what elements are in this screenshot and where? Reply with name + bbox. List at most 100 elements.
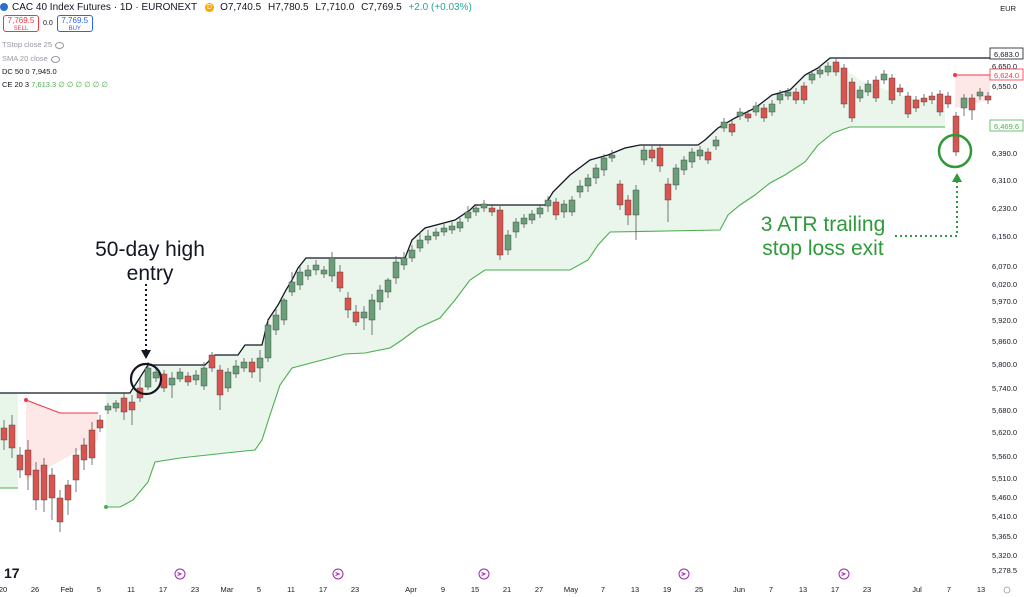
currency-label[interactable]: EUR <box>1000 4 1016 13</box>
candle-up <box>608 154 616 159</box>
indicator-sma[interactable]: SMA 20 close <box>2 54 60 63</box>
price-tick-label: 5,460.0 <box>992 493 1017 502</box>
candle-up <box>112 402 120 409</box>
candle-up <box>440 227 448 233</box>
time-tick-label: 23 <box>191 585 199 594</box>
indicator-dc-value: 7,945.0 <box>31 67 57 76</box>
candle-up <box>304 269 312 277</box>
price-badge <box>989 119 1024 132</box>
candle-down <box>616 183 624 206</box>
candle-down <box>0 427 8 441</box>
stop-start-dot <box>24 398 28 402</box>
candle-up <box>600 157 608 171</box>
buy-button[interactable]: 7,769.5 BUY <box>56 15 93 32</box>
candle-up <box>592 167 600 179</box>
price-tick-label: 5,560.0 <box>992 452 1017 461</box>
candle-down <box>496 209 504 256</box>
open-value: O7,740.5 <box>220 1 262 13</box>
exit-arrow-head <box>952 173 962 182</box>
candle-down <box>88 429 96 459</box>
candle-up <box>200 367 208 387</box>
candle-down <box>936 93 944 113</box>
candle-up <box>400 257 408 266</box>
time-tick-label: 20 <box>0 585 7 594</box>
candle-down <box>968 97 976 111</box>
sell-price: 7,769.5 <box>7 16 35 25</box>
symbol-title[interactable]: CAC 40 Index Futures · 1D · EURONEXT <box>12 1 198 13</box>
buy-price: 7,769.5 <box>61 16 89 25</box>
candle-down <box>920 97 928 103</box>
candle-up <box>632 189 640 216</box>
candle-down <box>840 67 848 105</box>
candle-down <box>72 454 80 481</box>
indicator-ce[interactable]: CE 20 3 7,613.3 ∅ ∅ ∅ ∅ ∅ ∅ <box>2 80 108 89</box>
candle-up <box>480 203 488 209</box>
spread-value: 0.0 <box>43 20 53 27</box>
time-tick-label: 23 <box>863 585 871 594</box>
candle-up <box>152 371 160 379</box>
price-tick-label: 5,800.0 <box>992 360 1017 369</box>
sell-button[interactable]: 7,769.5 SELL <box>3 15 39 32</box>
candle-up <box>240 361 248 369</box>
time-tick-label: 15 <box>471 585 479 594</box>
chandelier-long-line <box>106 126 945 508</box>
time-tick-label: 5 <box>97 585 101 594</box>
candle-down <box>120 397 128 413</box>
stop-start-dot <box>104 505 108 509</box>
candle-up <box>392 261 400 279</box>
symbol-flag-icon <box>0 3 8 11</box>
candle-down <box>928 95 936 101</box>
exit-annotation-line2: stop loss exit <box>762 237 884 260</box>
time-tick-label: May <box>564 585 578 594</box>
high-value: H7,780.5 <box>268 1 309 13</box>
time-tick-label: Jul <box>912 585 922 594</box>
candle-down <box>896 87 904 93</box>
candle-up <box>816 69 824 75</box>
candle-down <box>336 271 344 289</box>
close-value: C7,769.5 <box>361 1 402 13</box>
candle-up <box>456 221 464 229</box>
price-tick-label: 5,740.0 <box>992 384 1017 393</box>
time-tick-label: 9 <box>441 585 445 594</box>
short-stop-fill <box>26 400 98 480</box>
price-badge-label: 6,469.6 <box>994 122 1019 131</box>
candle-down <box>40 464 48 501</box>
candle-up <box>288 281 296 293</box>
candle-down <box>24 449 32 476</box>
time-tick-label: Jun <box>733 585 745 594</box>
event-marker-glyph <box>335 572 341 576</box>
candle-up <box>448 225 456 231</box>
price-tick-label: 5,320.0 <box>992 551 1017 560</box>
indicator-dc[interactable]: DC 50 0 7,945.0 <box>2 67 57 76</box>
price-badge <box>989 47 1024 60</box>
candle-down <box>912 99 920 109</box>
candle-up <box>784 91 792 97</box>
time-tick-label: 27 <box>535 585 543 594</box>
candle-up <box>752 105 760 113</box>
exit-annotation-line1: 3 ATR trailing <box>760 213 886 236</box>
candle-down <box>872 79 880 99</box>
eye-icon[interactable] <box>50 55 60 63</box>
candle-up <box>776 93 784 101</box>
candle-up <box>312 264 320 271</box>
time-tick-label: 11 <box>287 585 295 594</box>
candle-down <box>56 497 64 523</box>
price-tick-label: 5,410.0 <box>992 512 1017 521</box>
time-tick-label: 13 <box>799 585 807 594</box>
annotations-overlay <box>129 133 973 396</box>
settings-gear-icon[interactable] <box>1003 586 1011 594</box>
trade-panel: 7,769.5 SELL 0.0 7,769.5 BUY <box>3 15 93 32</box>
price-tick-label: 6,070.0 <box>992 262 1017 271</box>
candle-down <box>760 107 768 119</box>
price-tick-label: 6,550.0 <box>992 82 1017 91</box>
candle-down <box>792 91 800 101</box>
sell-label: SELL <box>13 26 29 32</box>
candle-down <box>8 424 16 449</box>
candle-up <box>264 324 272 359</box>
indicator-tstop[interactable]: TStop close 25 <box>2 40 65 49</box>
event-marker-glyph <box>841 572 847 576</box>
candle-up <box>808 73 816 81</box>
time-tick-label: 21 <box>503 585 511 594</box>
eye-icon[interactable] <box>55 41 65 49</box>
